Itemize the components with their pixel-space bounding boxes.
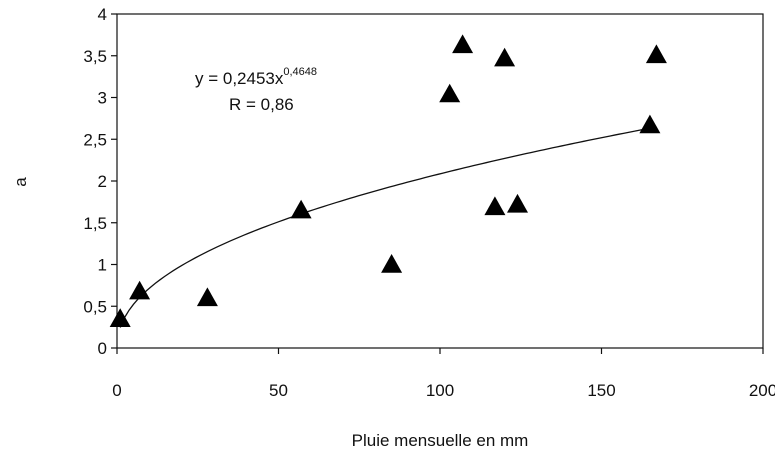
data-point-triangle [484, 196, 506, 216]
y-tick-label: 2 [98, 172, 107, 191]
y-tick-label: 3 [98, 89, 107, 108]
r-annotation: R = 0,86 [229, 95, 294, 114]
equation-text: y = 0,2453x [195, 69, 284, 88]
y-tick-label: 0 [98, 339, 107, 358]
y-tick-label: 1,5 [83, 214, 107, 233]
x-tick-label: 150 [587, 381, 615, 400]
equation-exponent: 0,4648 [283, 66, 317, 78]
data-points [109, 34, 667, 327]
y-tick-label: 1 [98, 256, 107, 275]
data-point-triangle [439, 83, 461, 103]
equation-annotation: y = 0,2453x0,4648 [195, 66, 317, 88]
x-tick-label: 50 [269, 381, 288, 400]
data-point-triangle [639, 114, 661, 134]
x-tick-label: 0 [112, 381, 121, 400]
y-tick-label: 2,5 [83, 130, 107, 149]
x-tick-label: 100 [426, 381, 454, 400]
x-tick-label: 200 [749, 381, 775, 400]
y-axis-title: a [11, 177, 30, 187]
x-axis: 0 50 100 150 200 [112, 348, 775, 400]
data-point-triangle [645, 44, 667, 64]
data-point-triangle [507, 193, 528, 213]
data-point-triangle [129, 280, 151, 300]
data-point-triangle [109, 308, 131, 327]
data-point-triangle [452, 34, 474, 54]
y-tick-label: 3,5 [83, 47, 107, 66]
plot-border [116, 13, 764, 349]
y-tick-label: 0,5 [83, 297, 107, 316]
x-axis-title: Pluie mensuelle en mm [352, 431, 529, 450]
data-point-triangle [381, 254, 403, 273]
plot-area [116, 13, 764, 349]
y-axis: 0 0,5 1 1,5 2 2,5 3 3,5 4 [83, 5, 117, 358]
trendline [119, 127, 651, 328]
data-point-triangle [494, 47, 516, 67]
data-point-triangle [196, 287, 218, 307]
data-point-triangle [290, 199, 312, 219]
y-tick-label: 4 [98, 5, 107, 24]
